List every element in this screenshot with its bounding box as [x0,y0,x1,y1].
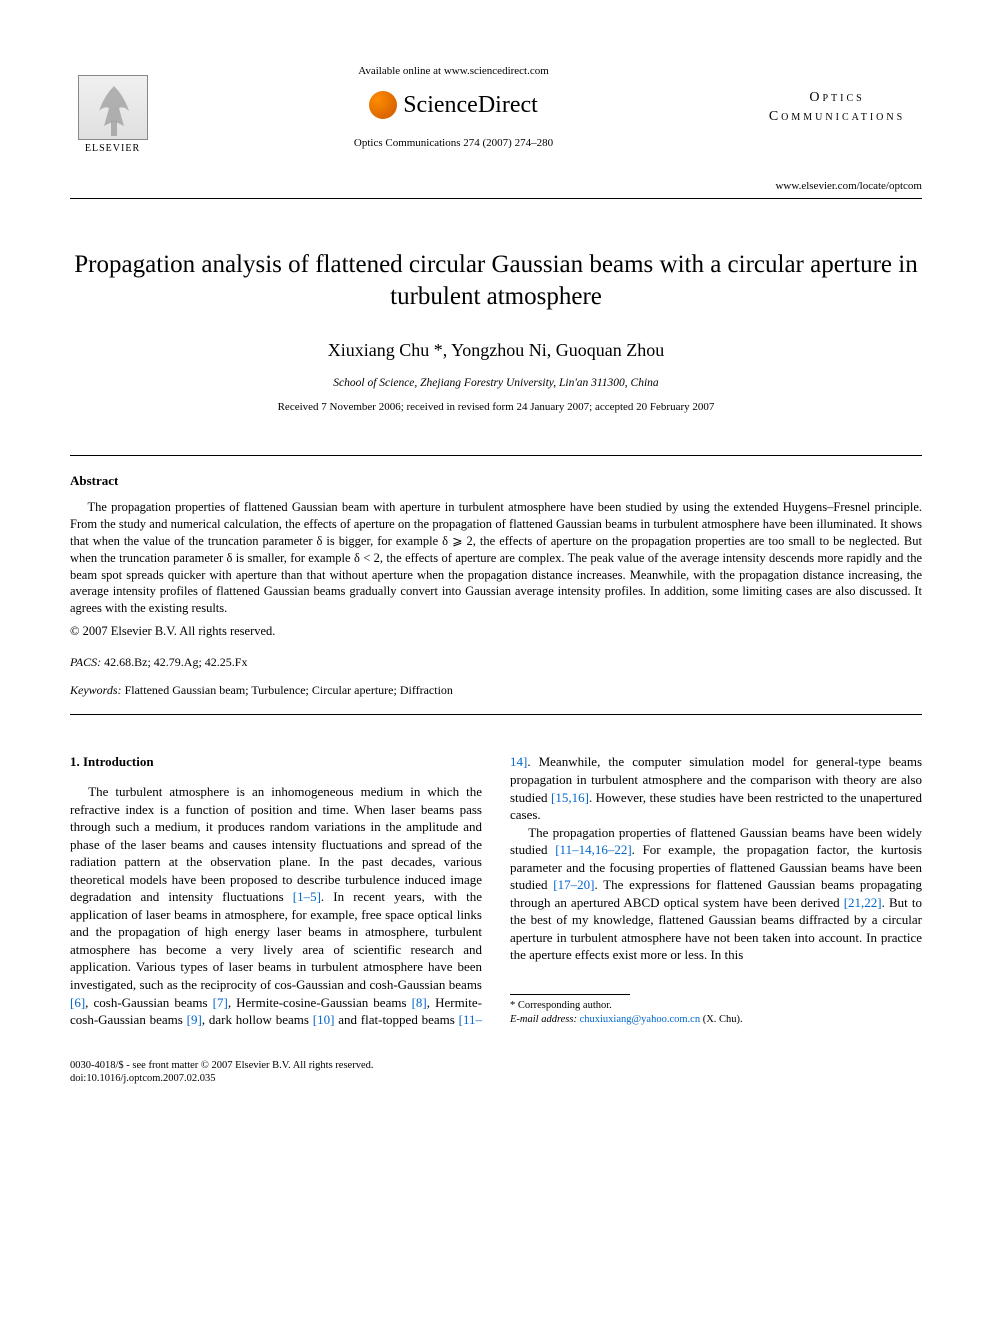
p1f: , dark hollow beams [202,1012,313,1027]
ref-link-5[interactable]: [9] [187,1012,202,1027]
elsevier-tree-icon [78,75,148,140]
ref-link-6[interactable]: [10] [313,1012,335,1027]
sciencedirect-text: ScienceDirect [403,89,538,121]
ref-link-1[interactable]: [1–5] [293,889,321,904]
available-online-text: Available online at www.sciencedirect.co… [175,64,732,79]
email-label: E-mail address: [510,1014,577,1025]
sciencedirect-swoosh-icon [369,91,397,119]
header-divider [70,198,922,199]
ref-link-9[interactable]: [11–14,16–22] [555,842,631,857]
article-dates: Received 7 November 2006; received in re… [70,400,922,415]
pacs-label: PACS: [70,655,101,669]
keywords-label: Keywords: [70,683,122,697]
ref-link-11[interactable]: [21,22] [844,895,882,910]
abstract-heading: Abstract [70,472,922,490]
ref-link-10[interactable]: [17–20] [553,877,594,892]
sciencedirect-logo: ScienceDirect [175,89,732,121]
abstract-top-divider [70,455,922,456]
pacs-line: PACS: 42.68.Bz; 42.79.Ag; 42.25.Fx [70,654,922,670]
body-columns: 1. Introduction The turbulent atmosphere… [70,753,922,1028]
email-suffix: (X. Chu). [700,1014,743,1025]
abstract-bottom-divider [70,714,922,715]
introduction-heading: 1. Introduction [70,753,482,771]
bottom-info: 0030-4018/$ - see front matter © 2007 El… [70,1059,922,1086]
affiliation: School of Science, Zhejiang Forestry Uni… [70,376,922,392]
elsevier-label: ELSEVIER [85,142,140,156]
elsevier-logo: ELSEVIER [70,60,155,155]
article-title: Propagation analysis of flattened circul… [70,249,922,314]
abstract-copyright: © 2007 Elsevier B.V. All rights reserved… [70,623,922,640]
center-header: Available online at www.sciencedirect.co… [155,64,752,150]
front-matter-line: 0030-4018/$ - see front matter © 2007 El… [70,1059,922,1073]
footnote-separator [510,994,630,995]
p1c: , cosh-Gaussian beams [85,995,212,1010]
abstract-text: The propagation properties of flattened … [70,499,922,617]
p1b: . In recent years, with the application … [70,889,482,992]
email-line: E-mail address: chuxiuxiang@yahoo.com.cn… [510,1013,922,1027]
corresponding-author-note: * Corresponding author. [510,999,922,1013]
p1g: and flat-topped beams [334,1012,458,1027]
journal-name-box: Optics Communications [752,89,922,125]
footnote-block: * Corresponding author. E-mail address: … [510,994,922,1026]
ref-link-4[interactable]: [8] [412,995,427,1010]
ref-link-2[interactable]: [6] [70,995,85,1010]
header-row: ELSEVIER Available online at www.science… [70,60,922,155]
authors: Xiuxiang Chu *, Yongzhou Ni, Guoquan Zho… [70,338,922,362]
p1d: , Hermite-cosine-Gaussian beams [228,995,412,1010]
journal-name-line2: Communications [752,108,922,126]
journal-url[interactable]: www.elsevier.com/locate/optcom [70,179,922,194]
ref-link-8[interactable]: [15,16] [551,790,589,805]
author-email[interactable]: chuxiuxiang@yahoo.com.cn [577,1014,700,1025]
journal-reference: Optics Communications 274 (2007) 274–280 [175,136,732,151]
journal-name-line1: Optics [752,89,922,107]
pacs-values: 42.68.Bz; 42.79.Ag; 42.25.Fx [101,655,247,669]
doi-line: doi:10.1016/j.optcom.2007.02.035 [70,1072,922,1086]
ref-link-3[interactable]: [7] [213,995,228,1010]
keywords-line: Keywords: Flattened Gaussian beam; Turbu… [70,682,922,698]
keywords-values: Flattened Gaussian beam; Turbulence; Cir… [122,683,453,697]
p1a: The turbulent atmosphere is an inhomogen… [70,784,482,904]
intro-para-2: The propagation properties of flattened … [510,824,922,964]
